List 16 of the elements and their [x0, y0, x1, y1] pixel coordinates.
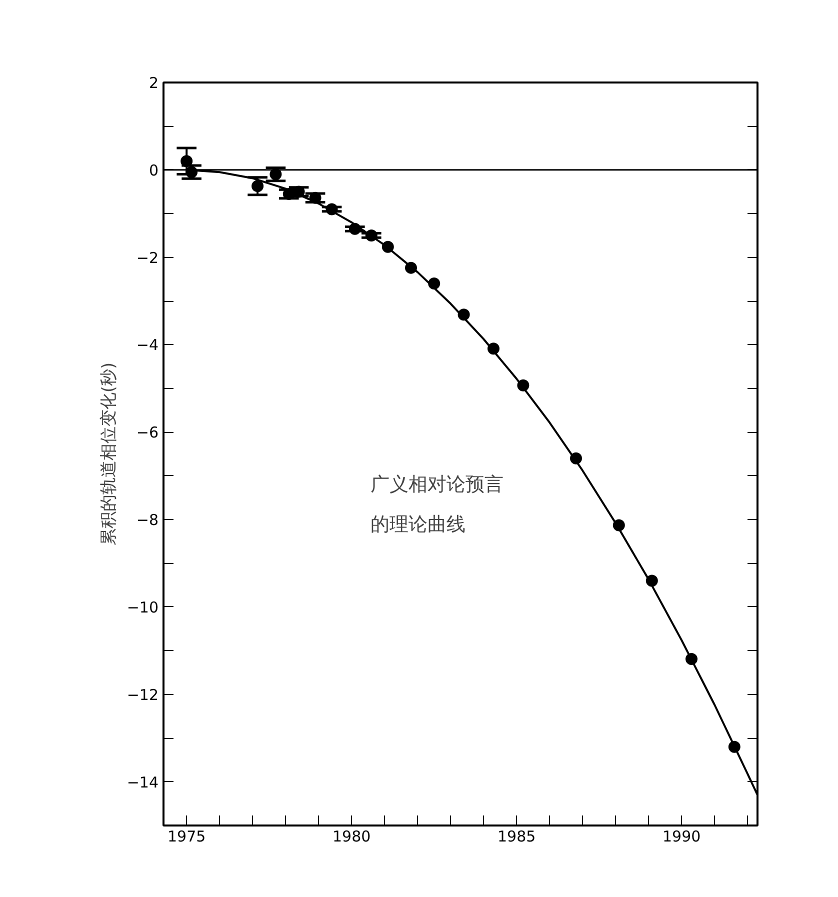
y-tick-label: −10 [126, 598, 158, 616]
y-tick-label: −8 [136, 511, 159, 530]
y-tick-label: −4 [136, 336, 159, 354]
x-tick-label: 1985 [498, 828, 536, 846]
y-axis-title: 累积的轨道相位变化(秒) [98, 362, 119, 546]
x-tick-label: 1980 [332, 828, 371, 846]
annotation: 的理论曲线 [370, 514, 466, 536]
y-tick-label: −6 [136, 424, 159, 442]
x-tick-label: 1990 [662, 828, 701, 846]
y-tick-label: −12 [126, 686, 158, 704]
y-tick-label: 0 [148, 161, 159, 180]
y-tick-label: −14 [126, 773, 158, 792]
y-tick-label: 2 [148, 74, 159, 92]
x-tick-label: 1975 [168, 828, 206, 846]
annotation: 广义相对论预言 [370, 474, 504, 496]
y-tick-label: −2 [136, 248, 159, 267]
